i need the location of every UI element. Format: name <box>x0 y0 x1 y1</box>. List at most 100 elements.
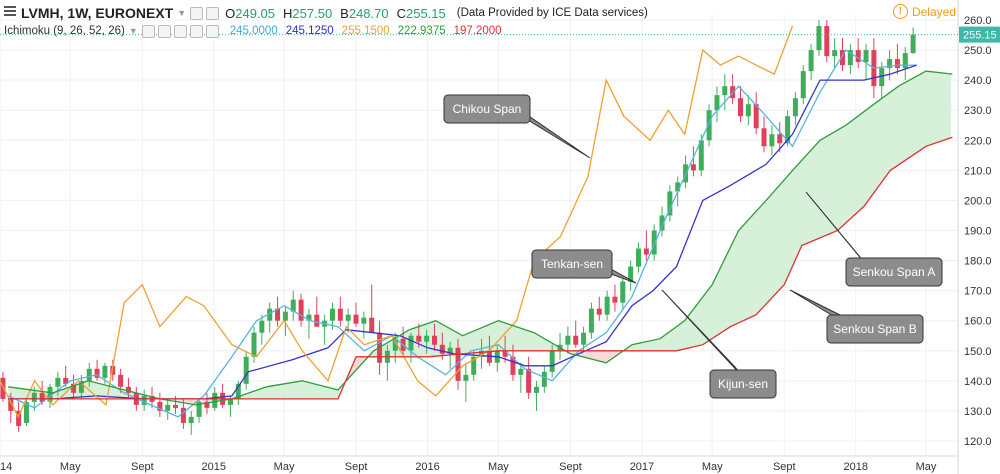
data-provider-note: (Data Provided by ICE Data services) <box>456 7 648 19</box>
candle-body <box>259 320 265 333</box>
add-icon[interactable] <box>189 24 203 38</box>
y-tick-label: 170.0 <box>964 286 992 298</box>
menu-icon[interactable] <box>4 6 16 18</box>
candle-body <box>329 308 335 321</box>
y-tick-label: 140.0 <box>964 376 992 388</box>
candle-body <box>518 368 524 375</box>
candle-body <box>745 104 751 117</box>
candle-body <box>180 407 186 423</box>
candle-body <box>392 338 398 351</box>
y-tick-label: 210.0 <box>964 165 992 177</box>
y-tick-label: 180.0 <box>964 256 992 268</box>
candle-body <box>369 317 375 333</box>
chevron-down-icon[interactable]: ▼ <box>128 26 138 36</box>
callout-label: Kijun-sen <box>718 377 768 391</box>
x-tick-label: May <box>60 461 81 473</box>
y-tick-label: 130.0 <box>964 406 992 418</box>
candle-body <box>47 386 53 402</box>
candle-body <box>839 50 845 66</box>
series-line-senkou-span-b <box>8 136 953 400</box>
x-tick-label: May <box>488 461 509 473</box>
candle-body <box>816 26 822 51</box>
x-tick-label: Sept <box>773 461 796 473</box>
high-value: 257.50 <box>292 5 333 21</box>
candle-body <box>125 386 131 393</box>
candle-body <box>204 401 210 408</box>
close-icon[interactable] <box>173 24 187 38</box>
cloud-bullish-area <box>8 381 161 399</box>
candle-body <box>251 332 257 357</box>
candle-body <box>337 308 343 321</box>
candle-body <box>541 371 547 387</box>
candle-body <box>102 365 108 378</box>
settings-icon[interactable] <box>157 24 171 38</box>
x-tick-label: May <box>916 461 937 473</box>
candle-body <box>651 230 657 255</box>
x-tick-label: 2014 <box>0 461 12 473</box>
callout-label: Senkou Span B <box>833 322 916 336</box>
candle-body <box>698 140 704 171</box>
y-tick-label: 200.0 <box>964 195 992 207</box>
candle-body <box>408 335 414 351</box>
x-tick-label: Sept <box>345 461 368 473</box>
candle-body <box>71 383 77 393</box>
delayed-label: Delayed <box>911 4 956 19</box>
candle-body <box>243 356 249 384</box>
callout-box <box>531 249 613 279</box>
candle-body <box>659 215 665 231</box>
candle-body <box>761 128 767 147</box>
cloud-bullish-area <box>626 71 952 351</box>
candle-body <box>235 383 241 399</box>
candle-body <box>785 116 791 144</box>
close-value: 255.15 <box>406 5 446 21</box>
indicator-name: Ichimoku (9, 26, 52, 26) <box>4 25 125 37</box>
indicator-legend: Ichimoku (9, 26, 52, 26) ▼ 245.0000 245.… <box>4 23 502 39</box>
candle-body <box>314 314 320 327</box>
candle-body <box>824 26 830 57</box>
candle-body <box>23 401 29 423</box>
y-tick-label: 260.0 <box>964 15 992 27</box>
settings-icon[interactable] <box>206 6 220 20</box>
candle-body <box>86 368 92 381</box>
candle-body <box>55 377 61 387</box>
candle-body <box>141 395 147 405</box>
more-icon[interactable] <box>205 24 219 38</box>
low-label: B <box>340 5 349 21</box>
chevron-down-icon[interactable]: ▼ <box>177 8 187 18</box>
indicator-value-kijun: 245.1250 <box>285 25 334 37</box>
y-tick-label: 190.0 <box>964 225 992 237</box>
x-tick-label: May <box>702 461 723 473</box>
candle-body <box>620 281 626 303</box>
callout-label: Chikou Span <box>453 102 522 116</box>
candle-body <box>675 182 681 192</box>
indicator-value-chikou: 255.1500 <box>341 25 390 37</box>
eye-icon[interactable] <box>141 24 155 38</box>
candle-body <box>196 401 202 417</box>
candle-body <box>706 110 712 141</box>
eye-icon[interactable] <box>190 6 204 20</box>
x-tick-label: Sept <box>559 461 582 473</box>
x-tick-label: 2016 <box>415 461 439 473</box>
indicator-value-tenkan: 245.0000 <box>229 25 278 37</box>
candle-body <box>628 266 634 282</box>
candle-body <box>39 392 45 402</box>
y-tick-label: 230.0 <box>964 105 992 117</box>
close-label: C <box>396 5 406 21</box>
high-label: H <box>283 5 293 21</box>
callout-box <box>443 94 531 124</box>
candle-body <box>31 392 37 402</box>
delayed-badge[interactable]: ! Delayed <box>892 4 956 19</box>
callout-box <box>709 369 777 399</box>
candle-body <box>63 377 69 384</box>
candle-body <box>78 380 84 393</box>
candle-body <box>0 377 6 399</box>
candle-body <box>526 368 532 393</box>
candle-body <box>847 50 853 66</box>
candle-body <box>800 71 806 99</box>
candle-body <box>808 50 814 72</box>
candle-body <box>439 344 445 354</box>
low-value: 248.70 <box>348 5 389 21</box>
candle-body <box>902 53 908 69</box>
x-tick-label: 2017 <box>630 461 654 473</box>
